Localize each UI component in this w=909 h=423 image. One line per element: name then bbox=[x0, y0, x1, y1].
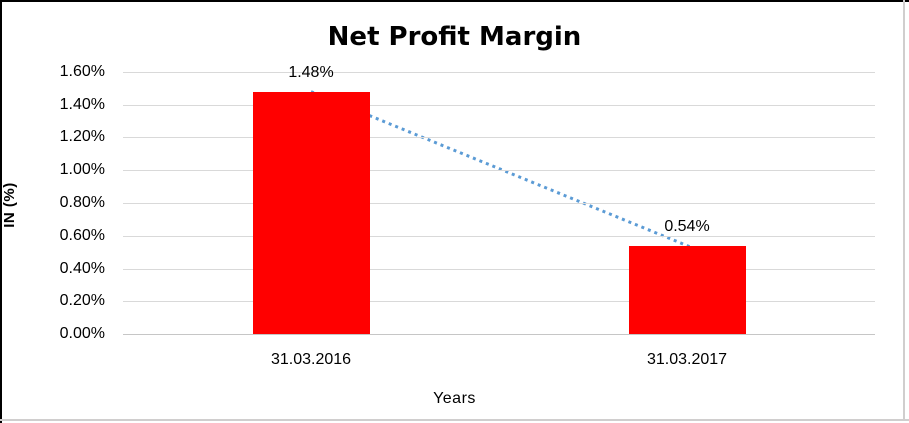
gridline bbox=[123, 72, 875, 73]
bar-data-label: 1.48% bbox=[288, 63, 334, 81]
gridline bbox=[123, 269, 875, 270]
chart-border-right bbox=[903, 0, 905, 421]
y-tick-label: 1.20% bbox=[59, 128, 105, 145]
chart-border-bottom bbox=[0, 419, 909, 421]
top-border-line bbox=[0, 0, 909, 2]
x-category-label: 31.03.2017 bbox=[646, 351, 728, 368]
gridline bbox=[123, 236, 875, 237]
left-border-line bbox=[0, 0, 2, 423]
y-tick-label: 0.80% bbox=[59, 194, 105, 211]
chart-title: Net Profit Margin bbox=[327, 22, 582, 52]
x-category-label: 31.03.2016 bbox=[270, 351, 352, 368]
x-axis-title: Years bbox=[433, 390, 476, 407]
bar bbox=[252, 91, 370, 334]
gridline bbox=[123, 105, 875, 106]
y-tick-label: 1.60% bbox=[59, 63, 105, 80]
y-tick-label: 1.00% bbox=[59, 161, 105, 178]
y-tick-label: 0.40% bbox=[59, 260, 105, 277]
gridline bbox=[123, 203, 875, 204]
y-axis-title: IN (%) bbox=[1, 182, 18, 228]
y-tick-label: 0.00% bbox=[59, 325, 105, 342]
bar bbox=[628, 245, 746, 334]
y-tick-label: 0.20% bbox=[59, 292, 105, 309]
y-tick-label: 0.60% bbox=[59, 227, 105, 244]
gridline bbox=[123, 137, 875, 138]
gridline bbox=[123, 170, 875, 171]
x-axis-line bbox=[123, 334, 875, 335]
bar-data-label: 0.54% bbox=[664, 217, 710, 235]
y-tick-label: 1.40% bbox=[59, 96, 105, 113]
gridline bbox=[123, 301, 875, 302]
